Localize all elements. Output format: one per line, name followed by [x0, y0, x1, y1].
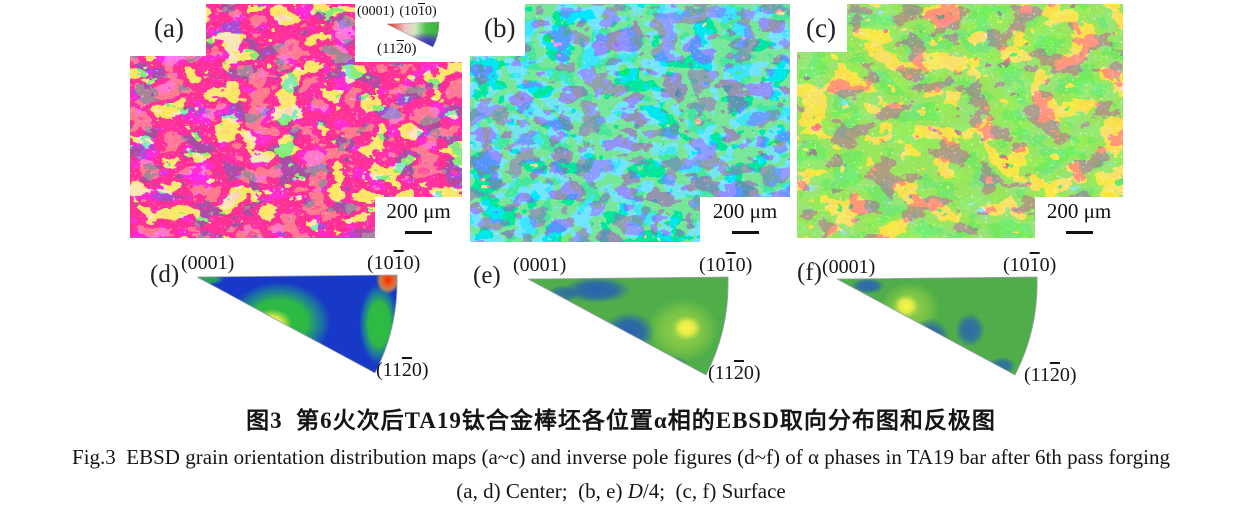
ipf-wedge-f — [836, 276, 1038, 376]
scale-line — [1065, 231, 1093, 235]
miller-label-1010: (1010) — [1003, 254, 1057, 276]
scale-bar-a: 200 μm — [375, 197, 462, 238]
ebsd-map-panel-b: (b) 200 μm — [470, 4, 790, 242]
figure-caption-sub: (a, d) Center; (b, e) D/4; (c, f) Surfac… — [456, 479, 786, 503]
miller-label-1120: (1120) — [708, 362, 761, 384]
miller-label-0001: (0001) — [181, 252, 235, 274]
panel-label-d: (d) — [150, 261, 180, 288]
color-key-triangle — [386, 21, 440, 48]
scale-line — [405, 231, 432, 235]
miller-label-0001: (0001) — [822, 256, 876, 278]
scale-text: 200 μm — [1046, 199, 1112, 223]
miller-label-0001: (0001) — [357, 4, 395, 19]
miller-label-1120: (1120) — [376, 359, 429, 381]
figure-caption-en: Fig.3 EBSD grain orientation distributio… — [72, 445, 1170, 469]
miller-label-1120: (1120) — [1024, 364, 1077, 386]
panel-label-b: (b) — [484, 13, 516, 43]
ipf-panel-e: (e) (0001) (1010) (1120) — [473, 250, 818, 390]
scale-bar-b: 200 μm — [700, 197, 790, 242]
ipf-wedge-d — [196, 274, 398, 374]
variable-d: D — [627, 479, 643, 503]
scale-text: 200 μm — [386, 199, 451, 223]
ebsd-map-panel-a: (a) (0001) (1010) (1120) 200 μm — [130, 4, 462, 238]
ipf-panel-d: (d) (0001) (1010) (1120) — [148, 250, 493, 390]
panel-label-a: (a) — [154, 13, 184, 43]
panel-label-f: (f) — [797, 259, 822, 286]
miller-label-1120: (1120) — [377, 41, 417, 57]
panel-label-c: (c) — [806, 13, 836, 43]
miller-label-1010: (1010) — [399, 4, 437, 19]
figure-caption-zh: 图3 第6火次后TA19钛合金棒坯各位置α相的EBSD取向分布图和反极图 — [246, 408, 996, 433]
ipf-wedge-e — [527, 276, 729, 376]
scale-text: 200 μm — [712, 199, 778, 223]
miller-label-1010: (1010) — [699, 254, 753, 276]
ebsd-map-panel-c: (c) 200 μm — [797, 4, 1123, 238]
miller-label-1010: (1010) — [367, 252, 421, 274]
scale-line — [731, 231, 759, 235]
miller-label-0001: (0001) — [513, 254, 567, 276]
panel-label-e: (e) — [473, 262, 501, 289]
ipf-color-key: (0001) (1010) (1120) — [355, 4, 462, 62]
ipf-panel-f: (f) (0001) (1010) (1120) — [797, 250, 1142, 390]
color-key-top-labels: (0001) (1010) — [357, 4, 462, 20]
scale-bar-c: 200 μm — [1035, 197, 1123, 238]
